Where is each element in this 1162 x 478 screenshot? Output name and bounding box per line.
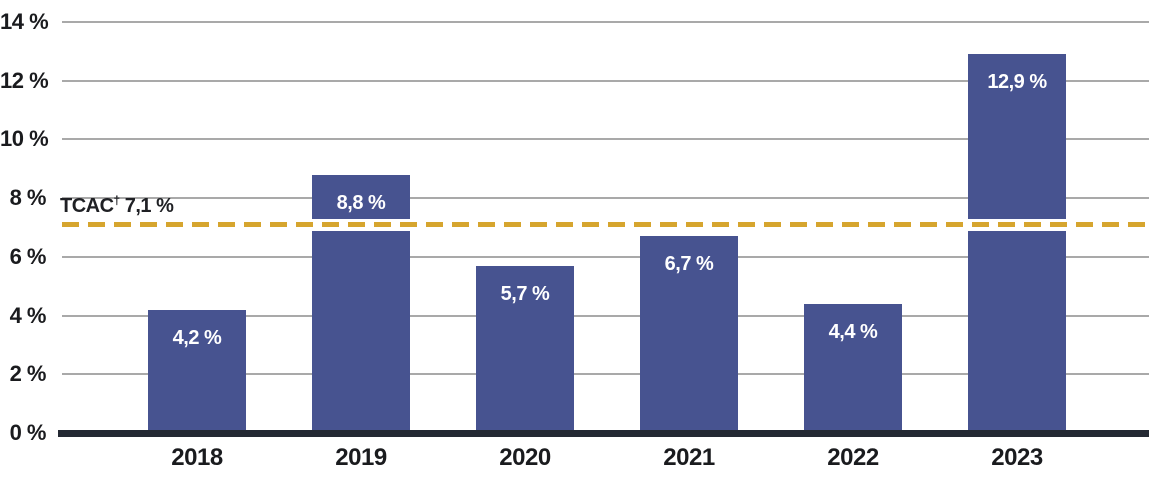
y-tick-label-12: 12 % [0, 67, 49, 93]
y-tick-label-10: 10 % [0, 126, 49, 152]
bar-2019 [312, 174, 410, 433]
x-tick-label-2022: 2022 [827, 444, 879, 471]
dagger-footnote-marker: † [113, 192, 121, 207]
bar-value-label-2018: 4,2 % [172, 326, 222, 349]
x-tick-label-2021: 2021 [663, 444, 715, 471]
x-tick-label-2020: 2020 [499, 444, 551, 471]
gridline-10 [62, 138, 1149, 141]
y-tick-label-0: 0 % [9, 420, 47, 445]
bar-2022 [804, 303, 902, 433]
bar-2021 [640, 236, 738, 433]
x-axis-line [58, 430, 1149, 437]
bar-value-label-2020: 5,7 % [500, 282, 550, 305]
bar-2020 [476, 265, 574, 433]
x-tick-label-2018: 2018 [171, 444, 223, 471]
cagr-reference-dashed-line [62, 222, 1149, 228]
bar-2018 [148, 309, 246, 433]
y-tick-label-8: 8 % [9, 185, 47, 211]
y-tick-label-4: 4 % [9, 302, 47, 328]
cagr-label-value: 7,1 % [124, 194, 174, 217]
bar-value-label-2022: 4,4 % [828, 320, 878, 343]
cagr-label: TCAC† 7,1 % [60, 192, 174, 218]
y-tick-label-14: 14 % [0, 9, 49, 34]
gridline-14 [62, 21, 1149, 23]
gridline-12 [62, 79, 1149, 82]
gridline-8 [62, 197, 1149, 200]
x-tick-label-2023: 2023 [991, 444, 1043, 471]
bar-2023 [968, 54, 1066, 433]
gridline-2 [62, 373, 1149, 376]
gridline-6 [62, 255, 1149, 258]
bar-value-label-2021: 6,7 % [664, 253, 714, 276]
gridline-4 [62, 314, 1149, 317]
x-tick-label-2019: 2019 [335, 444, 387, 471]
y-tick-label-6: 6 % [9, 243, 47, 269]
bar-value-label-2019: 8,8 % [336, 191, 386, 214]
y-tick-label-2: 2 % [9, 361, 47, 387]
cagr-label-prefix: TCAC [60, 194, 114, 217]
bar-value-label-2023: 12,9 % [987, 71, 1047, 94]
